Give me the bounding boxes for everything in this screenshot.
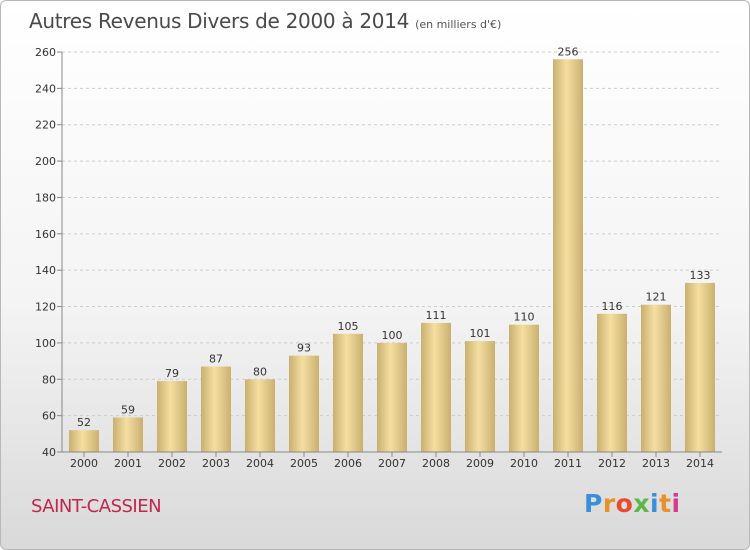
- bar-2008: [421, 322, 451, 452]
- chart-title: Autres Revenus Divers de 2000 à 2014 (en …: [29, 9, 501, 33]
- x-tick-label-2002: 2002: [158, 457, 186, 470]
- x-tick-label-2013: 2013: [642, 457, 670, 470]
- x-tick-label-2010: 2010: [510, 457, 538, 470]
- y-tick-label-140: 140: [35, 264, 56, 277]
- y-tick-label-220: 220: [35, 119, 56, 132]
- x-tick-label-2005: 2005: [290, 457, 318, 470]
- bar-2002: [157, 381, 187, 452]
- x-tick-label-2007: 2007: [378, 457, 406, 470]
- x-tick-label-2012: 2012: [598, 457, 626, 470]
- data-label-2009: 101: [470, 327, 491, 340]
- x-tick-label-2009: 2009: [466, 457, 494, 470]
- x-tick-label-2006: 2006: [334, 457, 362, 470]
- y-tick-label-180: 180: [35, 191, 56, 204]
- data-label-2013: 121: [646, 291, 667, 304]
- bar-2004: [245, 379, 275, 452]
- data-label-2008: 111: [426, 309, 447, 322]
- y-tick-label-40: 40: [42, 446, 56, 459]
- bar-2013: [641, 304, 671, 452]
- x-tick-label-2008: 2008: [422, 457, 450, 470]
- data-label-2010: 110: [514, 311, 535, 324]
- x-tick-label-2000: 2000: [70, 457, 98, 470]
- bar-2012: [597, 313, 627, 452]
- data-label-2014: 133: [690, 269, 711, 282]
- data-label-2006: 105: [338, 320, 359, 333]
- x-tick-label-2004: 2004: [246, 457, 274, 470]
- data-label-2000: 52: [77, 416, 91, 429]
- title-text: Autres Revenus Divers de 2000 à 2014: [29, 9, 410, 33]
- y-tick-label-260: 260: [35, 46, 56, 59]
- data-label-2001: 59: [121, 403, 135, 416]
- data-label-2005: 93: [297, 342, 311, 355]
- logo-letter: P: [584, 489, 603, 518]
- data-label-2004: 80: [253, 365, 267, 378]
- bar-2001: [113, 417, 143, 452]
- data-label-2007: 100: [382, 329, 403, 342]
- logo-letter: x: [633, 489, 650, 518]
- title-unit: (en milliers d'€): [415, 18, 502, 31]
- logo-letter: i: [650, 489, 660, 518]
- bar-2011: [553, 59, 583, 452]
- logo-letter: o: [615, 489, 634, 518]
- logo-letter: i: [671, 489, 681, 518]
- y-tick-label-80: 80: [42, 373, 56, 386]
- data-label-2002: 79: [165, 367, 179, 380]
- y-tick-label-160: 160: [35, 228, 56, 241]
- y-tick-label-200: 200: [35, 155, 56, 168]
- bar-2006: [333, 333, 363, 452]
- x-tick-label-2001: 2001: [114, 457, 142, 470]
- bar-2009: [465, 341, 495, 452]
- y-tick-label-100: 100: [35, 337, 56, 350]
- data-label-2012: 116: [602, 300, 623, 313]
- bar-2005: [289, 355, 319, 452]
- bar-2003: [201, 366, 231, 452]
- bar-2010: [509, 324, 539, 452]
- proxiti-logo: Proxiti: [584, 489, 681, 518]
- place-name: SAINT-CASSIEN: [31, 496, 162, 517]
- data-label-2011: 256: [558, 45, 579, 58]
- bar-2007: [377, 342, 407, 452]
- logo-letter: t: [659, 489, 672, 518]
- x-tick-label-2011: 2011: [554, 457, 582, 470]
- bar-2014: [685, 282, 715, 452]
- x-tick-label-2003: 2003: [202, 457, 230, 470]
- x-tick-label-2014: 2014: [686, 457, 714, 470]
- y-tick-label-60: 60: [42, 410, 56, 423]
- y-tick-label-240: 240: [35, 82, 56, 95]
- y-tick-label-120: 120: [35, 301, 56, 314]
- bar-2000: [69, 430, 99, 452]
- logo-letter: r: [602, 489, 616, 518]
- data-label-2003: 87: [209, 353, 223, 366]
